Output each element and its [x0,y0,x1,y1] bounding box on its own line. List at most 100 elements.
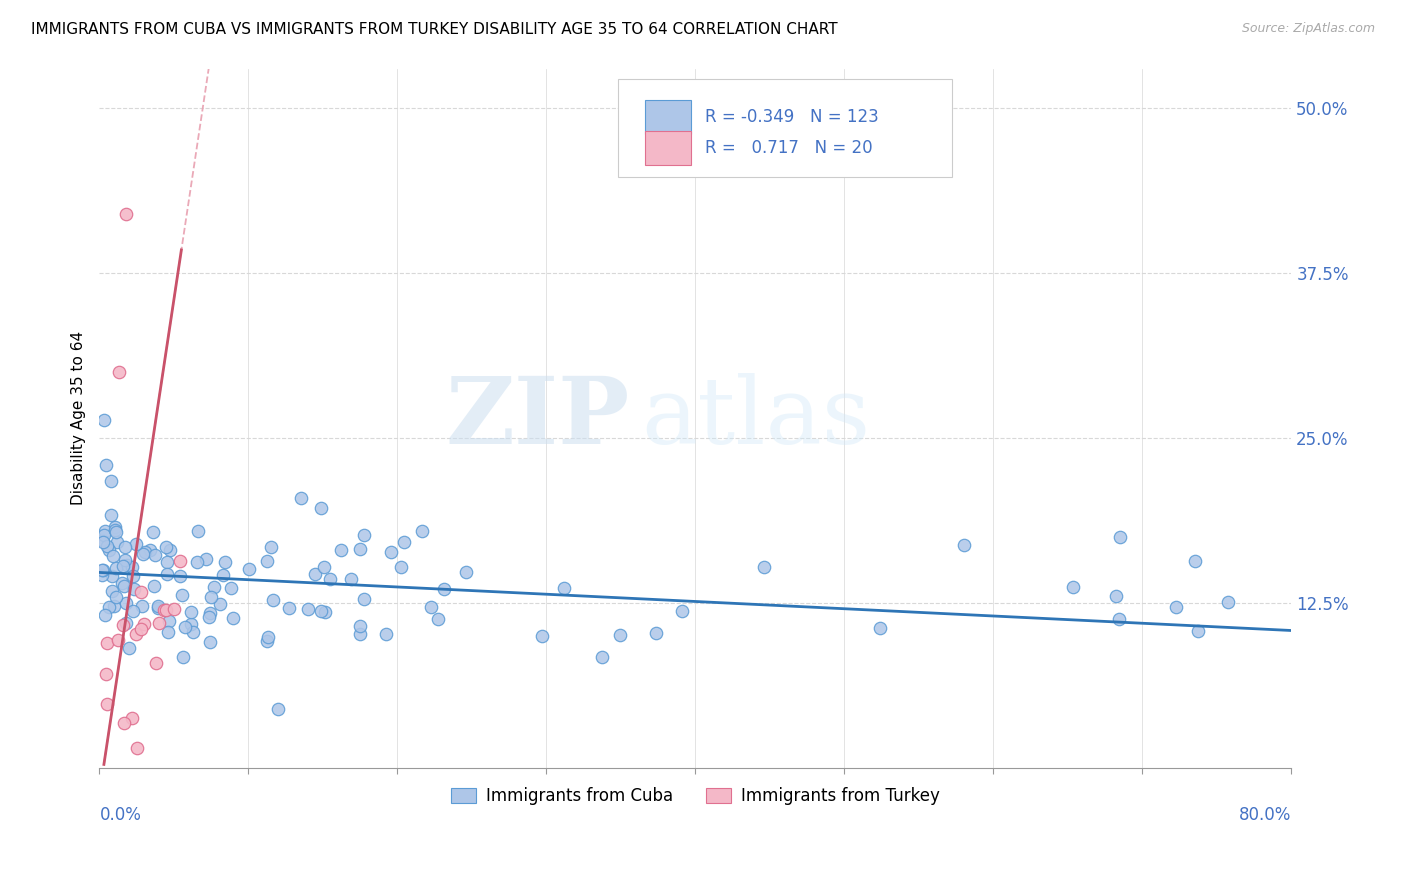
Point [105,535,128,549]
Point [142,525,165,540]
Point [267,702,290,716]
Point [96,666,118,681]
Point [121,711,143,725]
Point [112,716,135,731]
Point [96,697,118,711]
Point [115,206,138,220]
Point [427,612,450,626]
Point [93,528,115,542]
Point [256,554,278,568]
Point [180,617,202,632]
Point [180,605,202,619]
Point [111,576,134,591]
Point [186,524,208,539]
Point [148,615,170,630]
Point [172,649,194,664]
Point [754,559,776,574]
Point [131,547,153,561]
Point [198,609,221,624]
Point [256,633,278,648]
Point [1218,595,1240,609]
Point [389,559,412,574]
Point [219,581,242,595]
Point [256,631,278,645]
Point [111,617,134,632]
Point [349,627,371,641]
Point [1166,599,1188,614]
Point [353,591,375,606]
Point [105,590,128,604]
Point [163,601,186,615]
Point [202,581,225,595]
Point [214,555,236,569]
Point [186,555,208,569]
Point [198,606,221,620]
Point [125,740,148,755]
Point [349,541,371,556]
Point [112,579,135,593]
Point [103,523,125,537]
Text: Source: ZipAtlas.com: Source: ZipAtlas.com [1241,22,1375,36]
Point [1108,612,1130,626]
Point [181,624,204,639]
Text: 80.0%: 80.0% [1239,806,1291,824]
Point [139,543,162,558]
Point [339,572,361,586]
Point [392,535,415,549]
Point [96,635,118,649]
Point [103,599,125,613]
Text: 0.0%: 0.0% [100,806,142,824]
Point [157,614,180,628]
Point [114,540,136,554]
Point [93,413,115,427]
Legend: Immigrants from Cuba, Immigrants from Turkey: Immigrants from Cuba, Immigrants from Tu… [444,780,946,812]
Point [91,533,114,547]
Point [104,561,127,575]
Point [121,560,143,574]
Point [312,560,335,574]
Point [146,599,169,613]
Point [152,603,174,617]
Point [591,650,613,665]
Point [143,548,166,562]
Text: IMMIGRANTS FROM CUBA VS IMMIGRANTS FROM TURKEY DISABILITY AGE 35 TO 64 CORRELATI: IMMIGRANTS FROM CUBA VS IMMIGRANTS FROM … [31,22,838,37]
Point [530,629,553,643]
Text: R = -0.349   N = 123: R = -0.349 N = 123 [704,108,879,126]
Point [169,569,191,583]
Point [101,583,124,598]
Point [91,568,114,582]
Point [107,632,129,647]
Point [125,627,148,641]
FancyBboxPatch shape [617,79,952,177]
Point [297,602,319,616]
Point [129,585,152,599]
Point [211,568,233,582]
Point [1062,580,1084,594]
Point [94,524,117,538]
Point [318,572,340,586]
Point [104,520,127,534]
Point [155,603,177,617]
Point [278,600,301,615]
Point [107,365,129,379]
Bar [645,100,690,134]
Point [1105,589,1128,603]
Point [129,622,152,636]
Point [221,610,243,624]
Point [433,582,456,596]
Point [148,600,170,615]
Point [155,541,177,555]
Point [103,549,125,563]
Point [94,608,117,623]
Point [115,596,138,610]
Point [124,582,146,597]
Point [91,563,114,577]
Text: atlas: atlas [641,373,870,463]
Point [290,491,312,506]
Point [122,569,145,583]
Text: R =   0.717   N = 20: R = 0.717 N = 20 [704,139,873,157]
Point [309,501,332,516]
Point [100,475,122,489]
Point [609,628,631,642]
Point [115,616,138,631]
